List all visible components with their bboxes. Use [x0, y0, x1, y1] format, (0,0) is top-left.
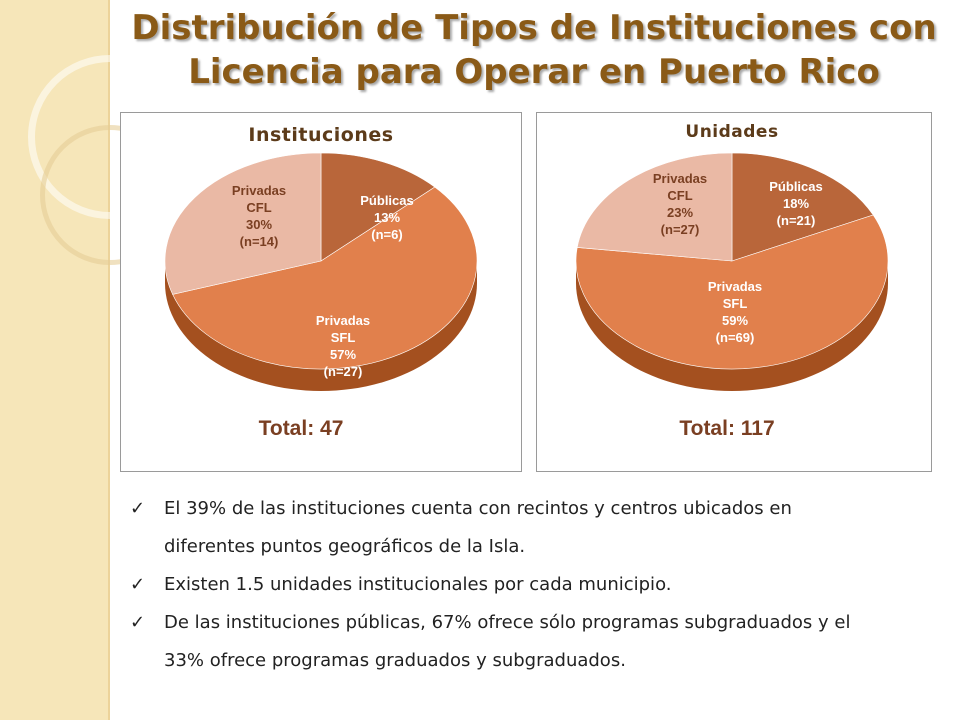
check-icon: ✓ [130, 612, 146, 633]
total-label: Total: 47 [259, 417, 344, 440]
check-icon: ✓ [130, 574, 146, 595]
total-label: Total: 117 [679, 417, 774, 440]
decorative-side-band [0, 0, 192, 720]
page-title: Distribución de Tipos de Instituciones c… [108, 6, 960, 94]
pie-chart-instituciones: Instituciones Públicas 13% (n=6) Privadas SFL… [120, 112, 522, 472]
bullet-text: Existen 1.5 unidades institucionales por… [164, 574, 672, 595]
title-line-2: Licencia para Operar en Puerto Rico [188, 52, 880, 92]
title-line-1: Distribución de Tipos de Instituciones c… [131, 8, 937, 48]
pie-slice [320, 152, 436, 262]
pie-slice [575, 214, 889, 370]
pie-slice [576, 152, 733, 262]
slice-label: Privadas CFL 30% (n=14) [232, 183, 286, 249]
slice-label: Públicas 13% (n=6) [360, 193, 413, 242]
chart-title: Unidades [685, 122, 778, 142]
pie-chart-unidades: Unidades Públicas 18% (n=21) Privadas SFL 59%(… [536, 112, 932, 472]
bullet-item: ✓ El 39% de las instituciones cuenta con… [130, 490, 930, 566]
bullet-item: ✓ De las instituciones públicas, 67% ofr… [130, 604, 930, 680]
bullet-text: El 39% de las instituciones cuenta con r… [164, 498, 792, 519]
pie-depth [576, 261, 888, 391]
bullet-list: ✓ El 39% de las instituciones cuenta con… [130, 490, 930, 680]
bullet-text: 33% ofrece programas graduados y subgrad… [164, 650, 626, 671]
slice-label: Privadas SFL 57% (n=27) [316, 313, 370, 379]
slice-label: Privadas SFL 59% (n=69) [708, 279, 762, 345]
pie-depth [165, 261, 477, 391]
pie-slice [172, 186, 478, 370]
check-icon: ✓ [130, 498, 146, 519]
pie-slice [731, 152, 874, 262]
pie-svg-unidades: Unidades Públicas 18% (n=21) Privadas SFL 59%(… [575, 122, 889, 440]
slice-label: Privadas CFL 23% (n=27) [653, 171, 707, 237]
slice-label: Públicas 18% (n=21) [769, 179, 822, 228]
bullet-text: De las instituciones públicas, 67% ofrec… [164, 612, 851, 633]
bullet-text: diferentes puntos geográficos de la Isla… [164, 536, 526, 557]
pie-svg-instituciones: Instituciones Públicas 13% (n=6) Privadas SFL… [164, 124, 478, 440]
chart-title: Instituciones [248, 124, 393, 146]
bullet-item: ✓ Existen 1.5 unidades institucionales p… [130, 566, 930, 604]
pie-slice [164, 152, 322, 295]
